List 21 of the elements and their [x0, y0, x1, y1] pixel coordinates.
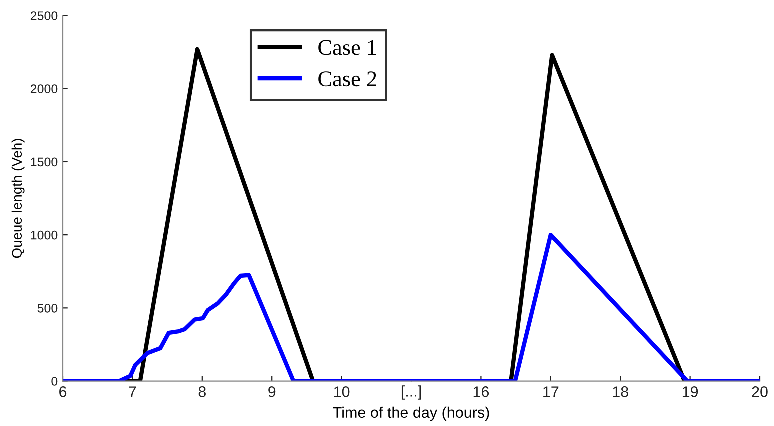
x-tick-label: 16 — [474, 386, 490, 398]
x-tick-label: 17 — [544, 386, 559, 398]
x-tick-label: 18 — [613, 386, 628, 398]
y-tick-label: 500 — [38, 304, 58, 313]
x-axis-title: Time of the day (hours) — [333, 406, 490, 422]
y-tick-label: 0 — [52, 377, 58, 386]
x-tick-label: 8 — [198, 386, 206, 398]
x-tick-label: 19 — [682, 386, 698, 398]
legend-label: Case 1 — [318, 40, 376, 56]
y-tick-label: 1500 — [31, 158, 58, 167]
x-tick-label: 9 — [268, 386, 276, 398]
x-tick-label: 6 — [60, 386, 67, 398]
x-tick-label: 20 — [752, 386, 768, 398]
y-tick-label: 2500 — [30, 12, 58, 20]
legend-label: Case 2 — [318, 72, 376, 87]
y-axis-title: Queue length (Veh) — [12, 139, 25, 258]
x-tick-label: 10 — [334, 386, 350, 398]
y-tick-label: 2000 — [30, 84, 58, 94]
text: [...] — [402, 386, 422, 400]
x-tick-label: 7 — [129, 386, 136, 398]
y-tick-label: 1000 — [31, 230, 58, 240]
